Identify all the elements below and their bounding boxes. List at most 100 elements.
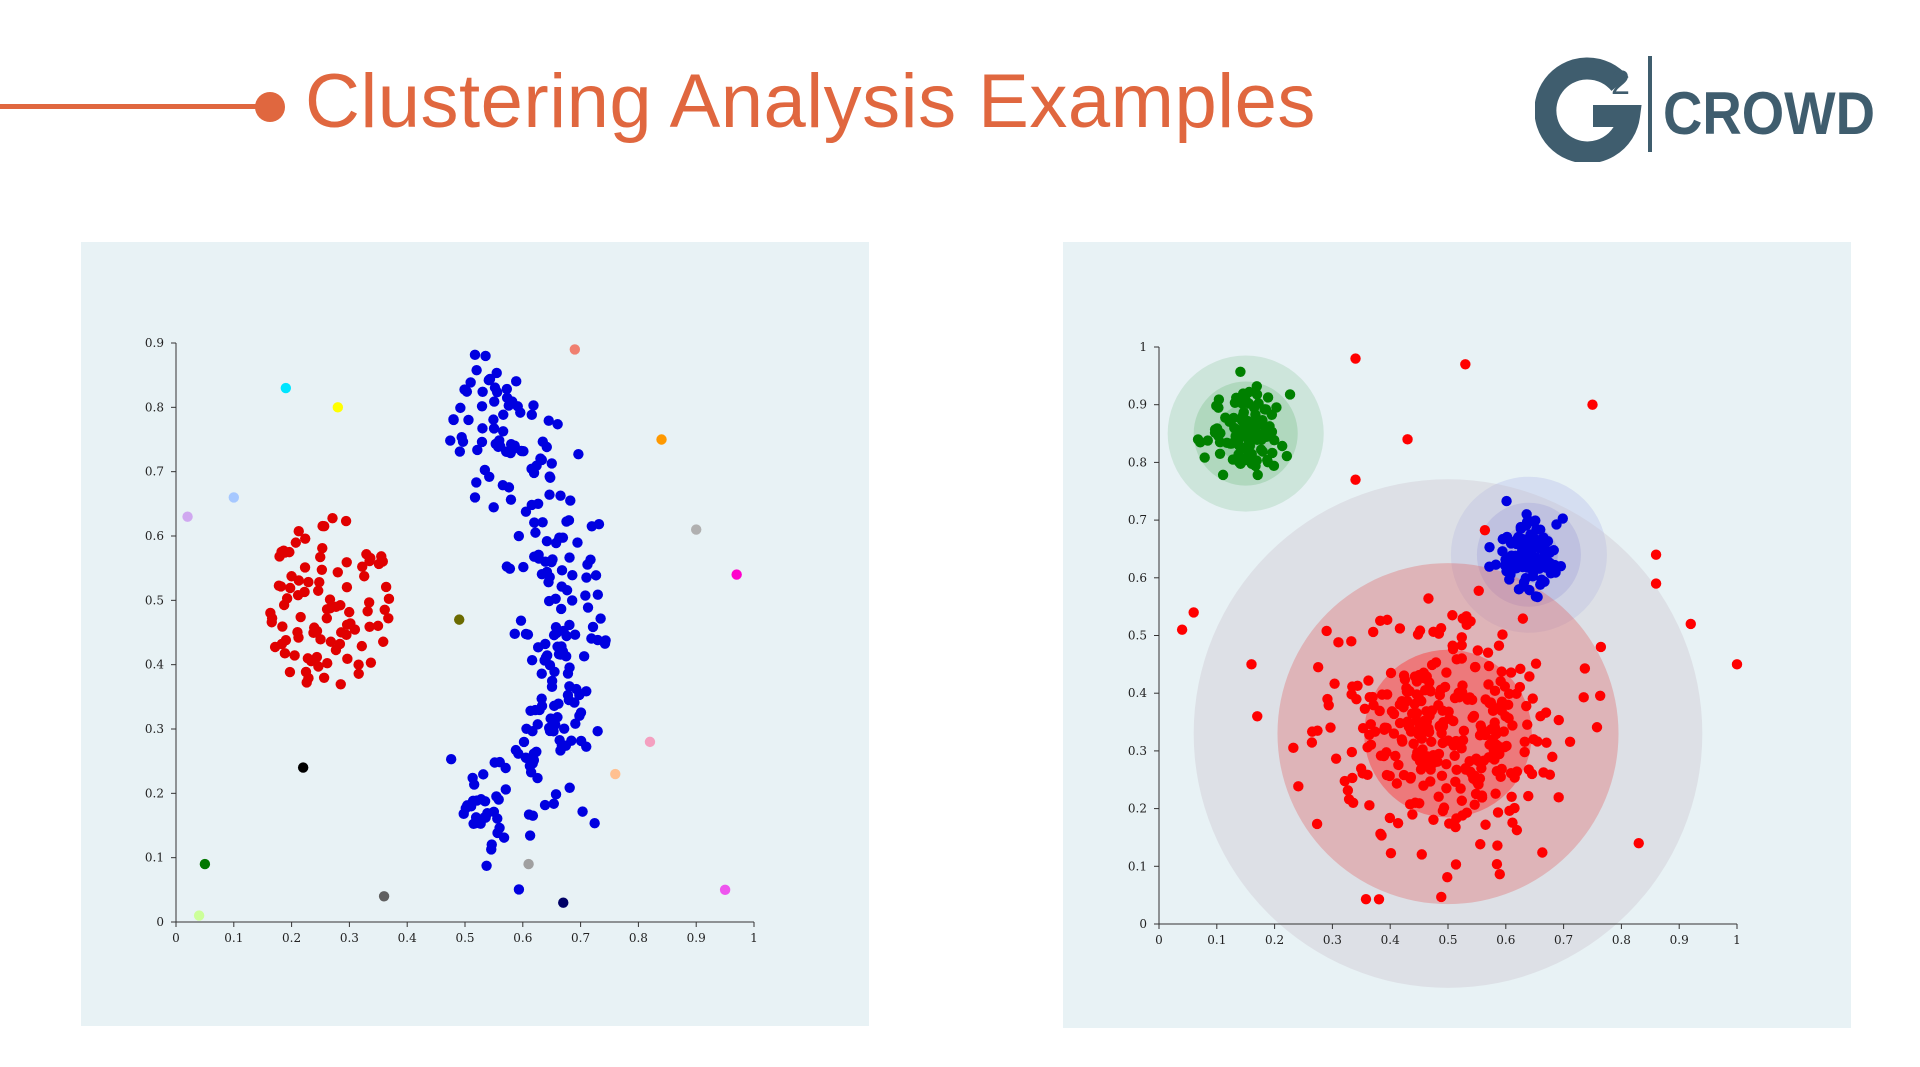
cluster-point	[284, 582, 296, 594]
cluster-point	[479, 812, 490, 823]
cluster-point	[1456, 653, 1467, 664]
cluster-point	[468, 818, 479, 829]
cluster-point	[303, 672, 314, 684]
cluster-point	[275, 581, 287, 592]
cluster-point	[1428, 814, 1439, 825]
cluster-point	[1517, 561, 1528, 573]
cluster-point	[456, 431, 467, 443]
outlier-point	[228, 492, 239, 503]
cluster-point	[471, 477, 482, 488]
cluster-point	[1478, 755, 1489, 766]
cluster-point	[1506, 791, 1517, 802]
cluster-point	[575, 735, 587, 747]
cluster-point	[341, 629, 352, 641]
cluster-point	[1288, 742, 1299, 754]
cluster-point	[1251, 389, 1263, 400]
cluster-point	[483, 374, 495, 386]
g2-crowd-logo: 2 CROWD	[1535, 56, 1875, 162]
cluster-point	[581, 572, 592, 583]
cluster-point	[528, 400, 539, 411]
outlier-point	[1252, 711, 1263, 722]
cluster-point	[1438, 802, 1450, 813]
cluster-point	[1339, 775, 1350, 787]
cluster-point	[564, 552, 575, 563]
y-tick-label: 0.4	[145, 658, 164, 672]
cluster-point	[359, 571, 370, 582]
cluster-point	[1351, 693, 1362, 705]
cluster-point	[1505, 536, 1516, 547]
cluster-point	[530, 527, 541, 538]
cluster-point	[1509, 802, 1520, 814]
cluster-point	[1460, 763, 1471, 774]
y-tick-label: 0.3	[1128, 744, 1147, 758]
cluster-point	[548, 798, 560, 809]
cluster-point	[1423, 593, 1434, 604]
cluster-point	[1475, 839, 1486, 850]
cluster-point	[1490, 788, 1501, 799]
cluster-point	[379, 604, 390, 615]
cluster-point	[523, 809, 535, 820]
cluster-point	[1513, 584, 1525, 595]
cluster-point	[1504, 688, 1515, 699]
cluster-point	[1311, 818, 1323, 830]
cluster-point	[1450, 859, 1462, 870]
outlier-point	[332, 402, 344, 413]
cluster-point	[1388, 728, 1400, 739]
cluster-point	[1441, 667, 1452, 678]
outlier-point	[610, 768, 621, 780]
cluster-point	[1236, 415, 1248, 426]
cluster-point	[1346, 746, 1358, 758]
cluster-point	[486, 844, 497, 855]
cluster-point	[1433, 791, 1444, 802]
cluster-point	[488, 414, 499, 425]
cluster-point	[1262, 392, 1274, 403]
title-accent-dot	[255, 92, 285, 122]
cluster-point	[1277, 440, 1288, 452]
cluster-point	[472, 444, 483, 456]
x-tick-label: 0.3	[340, 931, 359, 945]
cluster-point	[458, 808, 469, 820]
cluster-point	[1250, 416, 1262, 428]
cluster-point	[1524, 671, 1535, 682]
y-tick-label: 0.6	[1128, 571, 1147, 585]
outlier-point	[656, 434, 667, 445]
cluster-point	[513, 530, 525, 542]
x-tick-label: 0.6	[513, 931, 532, 945]
outlier-point	[691, 524, 702, 535]
cluster-point	[1355, 763, 1367, 774]
cluster-point	[1347, 681, 1358, 692]
cluster-point	[383, 593, 395, 605]
cluster-point	[1506, 550, 1517, 561]
gaussian-clustering-scatter-chart: 0 0.1 0.2 0.3 0.4 0.5 0.6 0.7 0.8 0.9 1 0 0.1 0.2 0.3 0…	[1128, 340, 1743, 988]
cluster-point	[546, 675, 558, 687]
cluster-point	[531, 460, 542, 471]
cluster-point	[595, 613, 606, 624]
y-tick-label: 0.5	[145, 593, 164, 607]
cluster-point	[558, 723, 570, 734]
cluster-point	[592, 726, 603, 737]
cluster-point	[325, 636, 337, 647]
cluster-point	[1535, 711, 1546, 722]
cluster-point	[1250, 460, 1261, 472]
cluster-point	[303, 576, 314, 588]
x-tick-label: 0.9	[687, 931, 706, 945]
x-tick-label: 0.6	[1496, 933, 1515, 947]
cluster-point	[1415, 764, 1427, 775]
cluster-point	[340, 515, 352, 527]
cluster-point	[1539, 550, 1550, 561]
cluster-point	[1511, 824, 1523, 836]
cluster-point	[363, 597, 375, 608]
left-chart-panel: 0 0.1 0.2 0.3 0.4 0.5 0.6 0.7 0.8 0.9 1 0 0.1 0.2 0.3 0…	[81, 242, 869, 1026]
cluster-point	[318, 521, 330, 532]
cluster-point	[353, 659, 364, 670]
cluster-point	[564, 681, 575, 692]
cluster-point	[1591, 722, 1603, 733]
cluster-point	[562, 668, 574, 679]
cluster-point	[330, 644, 342, 656]
outlier-point	[193, 910, 205, 921]
y-tick-label: 0.1	[1128, 859, 1147, 873]
cluster-point	[515, 615, 527, 626]
cluster-point	[1514, 681, 1526, 693]
cluster-point	[468, 779, 480, 790]
outlier-point	[1246, 659, 1257, 670]
